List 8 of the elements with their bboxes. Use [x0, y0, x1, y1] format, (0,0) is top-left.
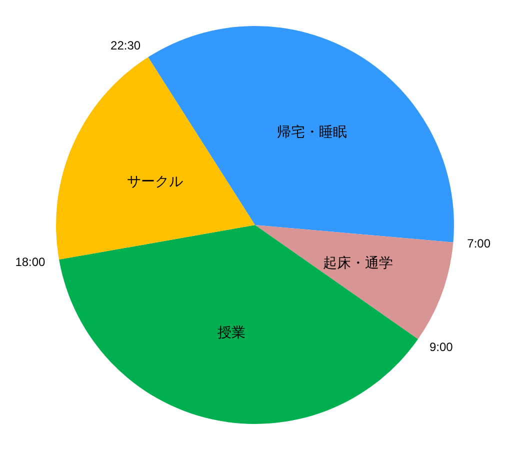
slice-label: 帰宅・睡眠: [276, 123, 347, 140]
slice-label: 起床・通学: [322, 254, 393, 270]
slice-label: サークル: [126, 172, 183, 189]
text: 9:00: [429, 340, 454, 354]
text: 18:00: [15, 254, 46, 269]
text: 22:30: [110, 38, 141, 52]
slice-label: 授業: [217, 324, 246, 340]
text: 7:00: [467, 236, 491, 251]
